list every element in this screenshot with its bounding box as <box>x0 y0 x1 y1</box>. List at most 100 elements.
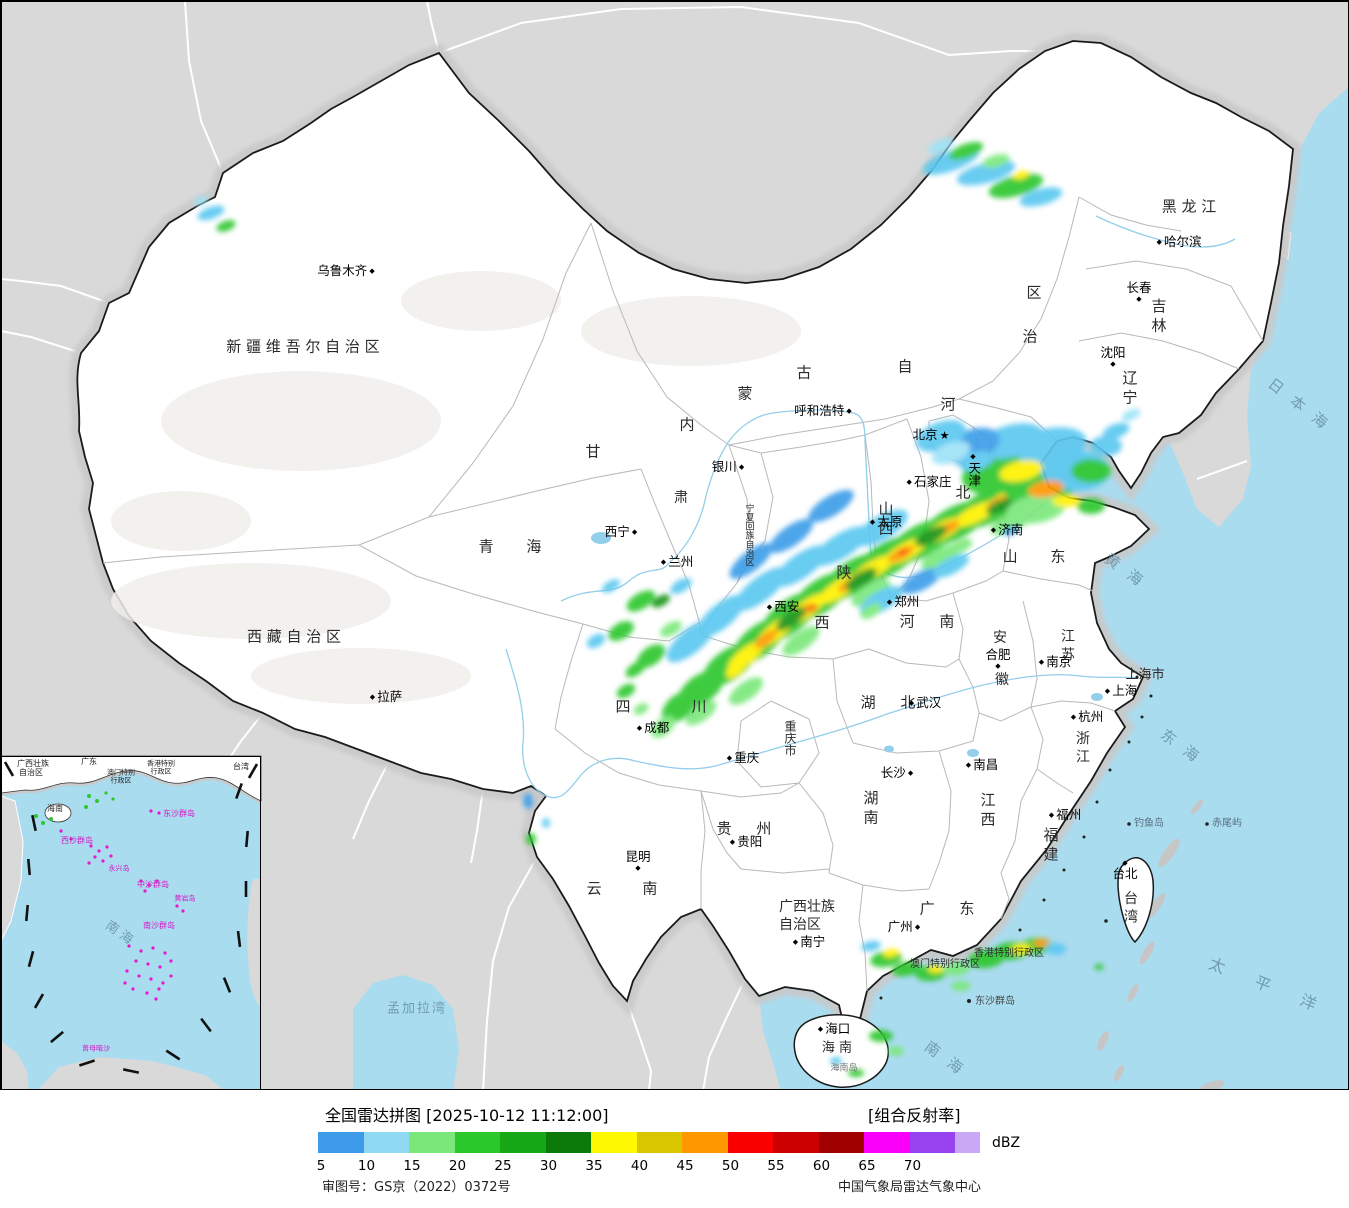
inset-island-dot <box>87 861 91 865</box>
radar-echo-cell <box>734 567 788 611</box>
radar-echo-cell <box>601 579 621 593</box>
radar-echo-cell <box>775 606 807 632</box>
legend-panel: 全国雷达拼图 [2025-10-12 11:12:00] [组合反射率] 5 10… <box>0 1090 1349 1208</box>
radar-echo-cell <box>726 660 746 678</box>
dbz-unit-label: dBZ <box>992 1135 1021 1151</box>
radar-echo-cell <box>526 833 536 845</box>
radar-echo-cell <box>949 538 973 554</box>
inset-island-dot <box>149 809 153 813</box>
inset-island-dot <box>104 791 108 795</box>
radar-echo-cell <box>982 154 1010 168</box>
inset-island-dot <box>146 962 150 966</box>
radar-echo-cell <box>928 964 944 974</box>
inset-island-dot <box>69 837 73 841</box>
colorbar-tick: 60 <box>812 1158 831 1174</box>
terrain-shading <box>111 271 801 704</box>
radar-echo-cell <box>883 948 899 958</box>
radar-echo-cell <box>1019 187 1063 207</box>
radar-echo-cell <box>1052 495 1080 507</box>
nine-dash-segment <box>165 1049 181 1061</box>
radar-echo-cell <box>616 683 636 699</box>
radar-echo-cell <box>651 716 675 738</box>
nine-dash-segment <box>78 1059 96 1067</box>
colorbar-segment <box>454 1132 500 1153</box>
dbz-colorbar-ticks: 5 10 15 20 25 30 35 40 45 50 55 60 65 70 <box>317 1158 1038 1174</box>
inset-island-dot <box>163 951 167 955</box>
radar-echo-layer <box>193 137 1141 1077</box>
nine-dash-segment <box>31 814 37 832</box>
inset-island-dot <box>134 959 138 963</box>
legend-product-label: [组合反射率] <box>868 1106 961 1125</box>
inset-island-dot <box>155 879 159 883</box>
radar-echo-cell <box>1094 964 1104 970</box>
inset-island-dot <box>161 981 165 985</box>
radar-echo-cell <box>808 604 818 612</box>
inset-island-dot <box>154 997 158 1001</box>
radar-echo-cell <box>1090 436 1122 456</box>
inset-philippines <box>247 879 261 1007</box>
inset-island-dot <box>111 797 115 801</box>
inset-island-dot <box>181 909 185 913</box>
coastal-island-dots <box>879 675 1209 1003</box>
inset-south-china-coast <box>1 755 262 802</box>
bay-of-bengal <box>353 975 459 1089</box>
radar-echo-cell <box>1102 422 1130 440</box>
radar-map: 新 疆 维 吾 尔 自 治 区西 藏 自 治 区青 海甘肃内蒙古自治区黑 龙 江… <box>0 0 1349 1090</box>
radar-echo-cell <box>854 509 908 547</box>
nine-dash-segment <box>27 950 35 968</box>
nine-dash-line <box>3 761 259 1074</box>
radar-echo-cell <box>830 1057 842 1065</box>
radar-echo-cell <box>660 621 682 637</box>
radar-echo-cell <box>988 173 1044 199</box>
radar-echo-cell <box>851 579 891 607</box>
colorbar-segment <box>773 1132 819 1153</box>
radar-echo-cell <box>1071 459 1111 483</box>
radar-echo-cell <box>1006 494 1066 524</box>
radar-echo-cell <box>728 677 764 705</box>
nine-dash-segment <box>27 858 31 876</box>
radar-echo-cell <box>951 981 971 991</box>
inset-hainan <box>44 803 72 823</box>
colorbar-segment <box>818 1132 864 1153</box>
colorbar-tick: 25 <box>494 1158 512 1174</box>
inset-island-dot <box>175 904 179 908</box>
colorbar-tick: 40 <box>630 1158 649 1174</box>
nine-dash-segment <box>50 1030 64 1044</box>
radar-echo-cell <box>633 703 649 715</box>
colorbar-tick: 10 <box>357 1158 376 1174</box>
radar-echo-cell <box>845 567 877 591</box>
colorbar-segment <box>727 1132 773 1153</box>
inset-island-dot <box>123 981 127 985</box>
colorbar-segment <box>409 1132 455 1153</box>
inset-island-dot <box>89 844 93 848</box>
radar-echo-cell <box>948 141 984 161</box>
map-frame <box>1 1 1348 1089</box>
radar-echo-cell <box>898 548 908 556</box>
radar-echo-cell <box>808 489 854 523</box>
nine-dash-segment <box>247 763 259 779</box>
nine-dash-segment <box>122 1068 140 1074</box>
radar-echo-cell <box>932 554 970 578</box>
lakes <box>591 532 1103 757</box>
inset-island-dot <box>34 814 38 818</box>
inset-island-dot <box>95 799 99 803</box>
inset-island-dot <box>101 859 105 863</box>
radar-echo-cell <box>661 691 697 723</box>
nine-dash-segment <box>236 930 242 948</box>
radar-echo-cell <box>860 603 882 619</box>
radar-echo-cell <box>626 590 656 612</box>
nine-dash-segment <box>222 977 232 993</box>
inset-island-dot <box>109 854 113 858</box>
inset-island-dot <box>59 829 63 833</box>
colorbar-tick: 35 <box>585 1158 603 1174</box>
colorbar-segment <box>682 1132 728 1153</box>
radar-echo-cell <box>942 961 970 977</box>
inset-map <box>1 755 263 1089</box>
radar-echo-cell <box>1013 170 1029 180</box>
nine-dash-segment <box>200 1017 212 1033</box>
inset-island-dot <box>41 821 45 825</box>
radar-echo-cell <box>523 793 533 809</box>
radar-echo-cell <box>1011 943 1031 955</box>
radar-echo-cell <box>696 594 746 638</box>
